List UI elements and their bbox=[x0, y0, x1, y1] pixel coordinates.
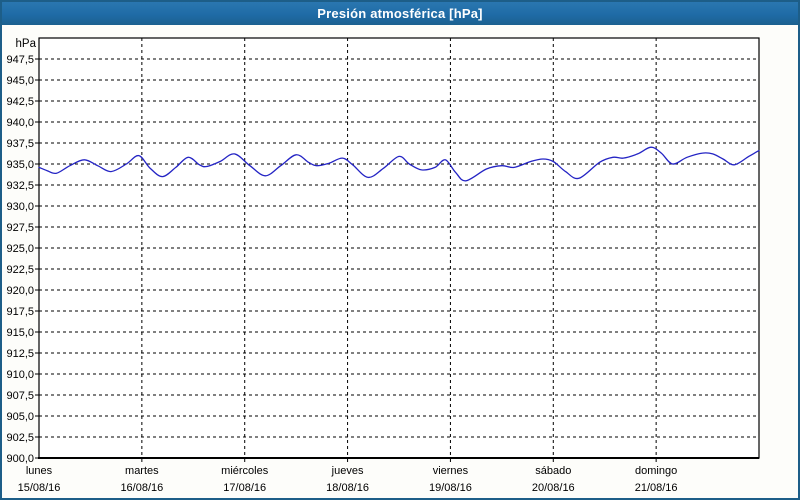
x-tick-date-label: 15/08/16 bbox=[18, 482, 61, 494]
chart-title: Presión atmosférica [hPa] bbox=[317, 6, 483, 21]
x-tick-weekday-label: domingo bbox=[635, 465, 677, 477]
x-tick-weekday-label: lunes bbox=[26, 465, 53, 477]
x-tick-date-label: 19/08/16 bbox=[429, 482, 472, 494]
x-tick-weekday-label: martes bbox=[125, 465, 159, 477]
y-tick-label: 947,5 bbox=[6, 54, 34, 66]
y-tick-label: 910,0 bbox=[6, 369, 34, 381]
y-axis-unit-label: hPa bbox=[16, 38, 37, 50]
y-tick-label: 940,0 bbox=[6, 117, 34, 129]
y-tick-label: 925,0 bbox=[6, 243, 34, 255]
y-tick-label: 917,5 bbox=[6, 306, 34, 318]
y-tick-label: 907,5 bbox=[6, 390, 34, 402]
y-tick-label: 937,5 bbox=[6, 138, 34, 150]
x-tick-weekday-label: miércoles bbox=[221, 465, 269, 477]
y-tick-label: 900,0 bbox=[6, 453, 34, 465]
x-tick-date-label: 18/08/16 bbox=[326, 482, 369, 494]
pressure-line bbox=[38, 146, 760, 182]
x-tick-weekday-label: jueves bbox=[331, 465, 364, 477]
y-tick-label: 902,5 bbox=[6, 432, 34, 444]
y-tick-label: 922,5 bbox=[6, 264, 34, 276]
y-tick-label: 905,0 bbox=[6, 411, 34, 423]
x-tick-weekday-label: viernes bbox=[433, 465, 469, 477]
y-tick-label: 912,5 bbox=[6, 348, 34, 360]
x-tick-date-label: 16/08/16 bbox=[120, 482, 163, 494]
x-tick-date-label: 17/08/16 bbox=[223, 482, 266, 494]
pressure-chart: hPa 947,5 945,0 942,5 940,0 937,5 935,0 932,5 93… bbox=[6, 37, 760, 494]
y-tick-label: 935,0 bbox=[6, 159, 34, 171]
chart-title-bar: Presión atmosférica [hPa] bbox=[2, 2, 798, 25]
x-tick-weekday-label: sábado bbox=[535, 465, 571, 477]
y-tick-label: 927,5 bbox=[6, 222, 34, 234]
y-tick-label: 945,0 bbox=[6, 75, 34, 87]
y-tick-label: 915,0 bbox=[6, 327, 34, 339]
x-tick-date-label: 21/08/16 bbox=[635, 482, 678, 494]
y-tick-label: 932,5 bbox=[6, 180, 34, 192]
y-tick-label: 930,0 bbox=[6, 201, 34, 213]
y-tick-label: 942,5 bbox=[6, 96, 34, 108]
y-tick-label: 920,0 bbox=[6, 285, 34, 297]
x-tick-date-label: 20/08/16 bbox=[532, 482, 575, 494]
